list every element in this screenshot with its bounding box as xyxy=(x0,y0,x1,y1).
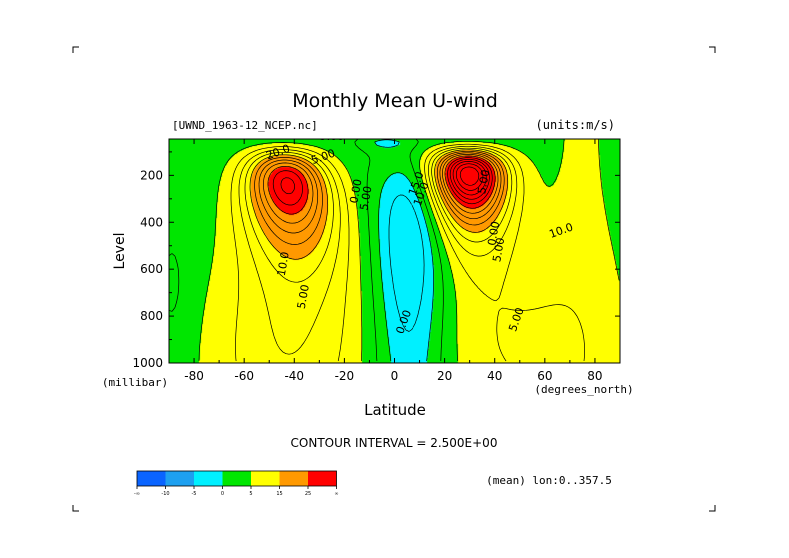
y-tick-label: 800 xyxy=(140,309,163,323)
x-tick-label: 20 xyxy=(437,369,452,383)
units-label: (units:m/s) xyxy=(536,118,615,132)
x-tick-label: 80 xyxy=(587,369,602,383)
contour-line xyxy=(230,143,585,362)
x-tick-label: -80 xyxy=(184,369,204,383)
colorbar-swatch xyxy=(137,471,166,486)
x-tick-label: -40 xyxy=(284,369,304,383)
colorbar-tick-label: 0 xyxy=(221,491,224,497)
colorbar-tick-label: ∞ xyxy=(334,491,338,497)
colorbar: -∞ -10 -5 0 5 15 25 ∞ xyxy=(134,470,339,497)
x-tick-label: 60 xyxy=(537,369,552,383)
contour-lines xyxy=(169,139,620,362)
contour-line xyxy=(258,152,502,234)
contour-label: 5.00 xyxy=(295,284,312,310)
contour-line xyxy=(238,145,518,355)
x-tick-label: -20 xyxy=(335,369,355,383)
contour-line xyxy=(263,153,499,224)
contour-line xyxy=(267,155,496,215)
y-tick-label: 200 xyxy=(140,168,163,182)
colorbar-swatch xyxy=(222,471,251,486)
colorbar-tick-label: -10 xyxy=(161,491,169,497)
contour-line xyxy=(452,161,487,196)
y-tick-label: 1000 xyxy=(132,356,163,370)
colorbar-tick-label: -∞ xyxy=(134,491,140,497)
x-tick-label: 0 xyxy=(391,369,399,383)
x-axis: -80 -60 -40 -20 0 20 40 60 80 xyxy=(168,139,621,383)
colorbar-swatch xyxy=(194,471,223,486)
contour-line xyxy=(254,150,505,245)
contour-line xyxy=(244,147,513,283)
y-tick-label: 400 xyxy=(140,215,163,229)
x-tick-label: -60 xyxy=(234,369,254,383)
x-unit-label: (degrees_north) xyxy=(534,383,633,396)
dataset-label: [UWND_1963-12_NCEP.nc] xyxy=(172,119,318,132)
contour-line xyxy=(198,139,620,362)
contour-line xyxy=(272,157,493,206)
x-tick-label: 40 xyxy=(487,369,502,383)
contour-line xyxy=(459,166,480,186)
colorbar-tick-label: 15 xyxy=(276,491,282,497)
x-axis-label: Latitude xyxy=(364,401,426,419)
crop-marks xyxy=(72,46,716,512)
contour-label: 5.00 xyxy=(475,169,492,195)
contour-line xyxy=(169,139,444,362)
y-unit-label: (millibar) xyxy=(102,376,168,389)
colorbar-tick-label: 5 xyxy=(249,491,252,497)
mean-label: (mean) lon:0..357.5 xyxy=(486,474,612,487)
y-axis: 200 400 600 800 1000 xyxy=(132,151,620,370)
contour-line xyxy=(249,149,509,260)
contour-line xyxy=(374,139,434,362)
colorbar-tick-label: -5 xyxy=(192,491,197,497)
y-tick-label: 600 xyxy=(140,262,163,276)
colorbar-swatch xyxy=(279,471,308,486)
y-axis-label: Level xyxy=(112,233,128,270)
colorbar-swatch xyxy=(308,471,337,486)
contour-line xyxy=(455,163,484,191)
contour-label: 5.00 xyxy=(357,185,374,211)
contour-line xyxy=(280,158,490,200)
contour-label: 5.00 xyxy=(490,237,507,263)
colorbar-tick-label: 25 xyxy=(305,491,311,497)
contour-interval-text: CONTOUR INTERVAL = 2.500E+00 xyxy=(291,436,498,450)
filled-contour-image xyxy=(169,139,620,363)
chart-title: Monthly Mean U-wind xyxy=(292,90,498,112)
colorbar-frame xyxy=(136,470,337,487)
colorbar-swatch xyxy=(165,471,194,486)
colorbar-swatch xyxy=(251,471,280,486)
contour-label: 0.00 xyxy=(347,178,364,204)
contour-label: 10.0 xyxy=(275,251,292,277)
contour-label: 5.00 xyxy=(320,130,345,143)
contour-label: 0.00 xyxy=(485,220,502,246)
contour-line xyxy=(388,194,425,332)
